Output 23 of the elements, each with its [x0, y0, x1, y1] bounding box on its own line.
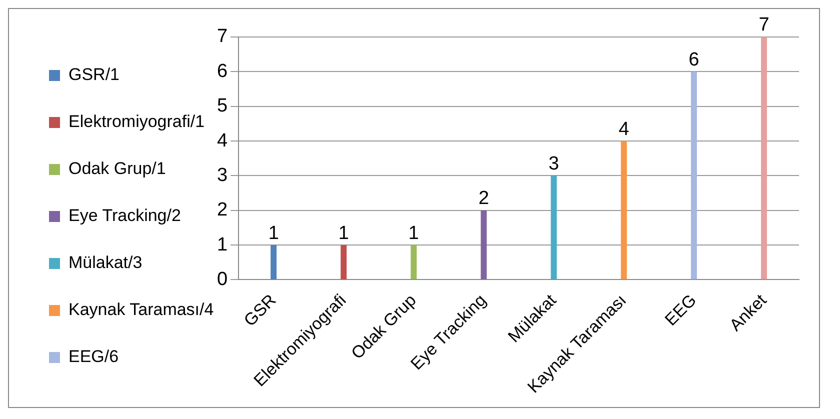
- y-tick-label: 1: [216, 234, 228, 256]
- data-label: 7: [758, 14, 770, 36]
- legend-label: Eye Tracking/2: [68, 206, 181, 226]
- data-label: 3: [548, 153, 560, 174]
- data-label: 1: [408, 222, 419, 244]
- data-label: 6: [688, 49, 700, 70]
- legend-label: Mülakat/3: [68, 253, 142, 272]
- y-tick-label: 4: [216, 130, 228, 152]
- y-tick-label: 0: [216, 268, 228, 290]
- legend-label: Odak Grup/1: [68, 159, 166, 178]
- y-tick-label: 7: [216, 26, 228, 48]
- data-label: 4: [618, 118, 630, 140]
- legend-label: Kaynak Taraması/4: [68, 300, 214, 320]
- y-tick-label: 5: [216, 96, 228, 117]
- data-label: 2: [478, 188, 490, 210]
- data-label: 1: [338, 222, 349, 244]
- y-tick-label: 6: [216, 60, 228, 82]
- legend-label: GSR/1: [68, 65, 120, 84]
- y-tick-label: 3: [216, 164, 228, 186]
- y-tick-label: 2: [216, 200, 228, 221]
- legend-label: EEG/6: [68, 347, 119, 366]
- data-label: 1: [268, 222, 279, 244]
- legend-label: Elektromiyografi/1: [68, 112, 205, 132]
